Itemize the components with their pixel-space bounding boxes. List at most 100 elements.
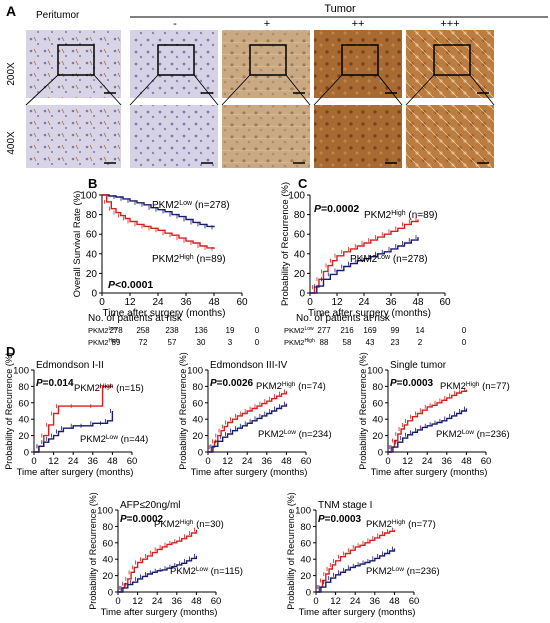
at-risk-value: 23	[391, 338, 400, 347]
scale-bars	[104, 92, 489, 164]
series-line	[316, 529, 396, 593]
grade-label-plus: +	[264, 18, 270, 30]
x-tick-label: 36	[180, 297, 192, 308]
y-tick-label: 40	[294, 249, 306, 260]
y-tick-label: 100	[288, 191, 305, 202]
at-risk-value: 88	[320, 338, 329, 347]
x-tick-label: 60	[409, 596, 420, 607]
series-line	[208, 391, 288, 453]
x-axis-label: Time after surgery (months)	[103, 308, 226, 319]
series-line	[388, 408, 468, 453]
p-value: P=0.0002	[314, 203, 359, 215]
p-value: P=0.0002	[120, 514, 164, 525]
zoom-box-plus3	[433, 44, 471, 76]
tumor-label: Tumor	[324, 3, 356, 15]
chart-subtitle: TNM stage I	[318, 500, 372, 511]
y-tick-label: 60	[102, 538, 113, 549]
y-tick-label: 80	[372, 382, 383, 393]
y-tick-label: 100	[367, 366, 383, 377]
y-tick-label: 20	[192, 431, 203, 442]
y-tick-label: 40	[192, 415, 203, 426]
at-risk-value: 3	[228, 338, 233, 347]
x-tick-label: 0	[31, 456, 36, 467]
at-risk-value: 238	[165, 326, 179, 335]
y-tick-label: 60	[300, 538, 311, 549]
chart-subtitle: Edmondson I-II	[36, 360, 104, 371]
ihc-tile-400x-neg	[130, 105, 218, 168]
at-risk-title-b: No. of patients at risk	[88, 313, 183, 324]
series-line	[310, 219, 419, 294]
at-risk-value: 258	[136, 326, 150, 335]
at-risk-value: 72	[139, 338, 148, 347]
series-label: PKM2Low (n=236)	[366, 566, 440, 578]
chart-subtitle: AFP≤20ng/ml	[120, 500, 181, 511]
series-line	[388, 389, 468, 453]
x-tick-label: 12	[222, 456, 233, 467]
x-tick-label: 36	[88, 456, 99, 467]
y-tick-label: 40	[102, 555, 113, 566]
at-risk-value: 89	[112, 338, 121, 347]
p-value: P<0.0001	[108, 279, 153, 291]
x-tick-label: 60	[301, 456, 312, 467]
x-tick-label: 48	[412, 297, 424, 308]
series-line	[34, 411, 114, 453]
zoom-box-peritumor	[57, 44, 95, 76]
row-label-200x: 200X	[6, 62, 17, 86]
series-line	[102, 194, 215, 249]
x-axis-label: Time after surgery (months)	[101, 607, 218, 618]
at-risk-value: 19	[226, 326, 235, 335]
y-tick-label: 20	[102, 571, 113, 582]
row-label-400x: 400X	[6, 131, 17, 155]
x-tick-label: 60	[439, 297, 451, 308]
x-tick-label: 36	[442, 456, 453, 467]
x-tick-label: 48	[208, 297, 220, 308]
at-risk-value: 277	[317, 326, 331, 335]
panel-a: A Peritumor Tumor - + ++ +++ 200X 400X	[6, 3, 548, 168]
at-risk-value: 99	[391, 326, 400, 335]
x-tick-label: 12	[48, 456, 59, 467]
x-tick-label: 12	[330, 596, 341, 607]
y-tick-label: 0	[299, 289, 305, 300]
x-tick-label: 12	[331, 297, 343, 308]
y-tick-label: 100	[97, 506, 113, 517]
series-line	[118, 529, 198, 593]
y-tick-label: 0	[108, 588, 113, 599]
x-tick-label: 12	[132, 596, 143, 607]
ihc-tile-200x-peritumor	[26, 30, 121, 98]
series-label: PKM2Low (n=44)	[80, 434, 148, 446]
series-label: PKM2Low (n=278)	[350, 254, 428, 266]
series-label: PKM2High (n=77)	[366, 519, 436, 531]
panel-d: D 0 12 24 36 48 60 0 20 40 60 80 100 Time after surg…	[4, 344, 510, 618]
y-tick-label: 80	[294, 210, 306, 221]
y-axis-label: Probability of Recurrence (%)	[286, 492, 296, 610]
x-tick-label: 0	[115, 596, 120, 607]
y-tick-label: 80	[300, 522, 311, 533]
chart-d-edmondson-3-4: 0 12 24 36 48 60 0 20 40 60 80 100 Time after surger…	[178, 352, 332, 478]
panel-label-a: A	[6, 3, 16, 19]
x-tick-label: 24	[242, 456, 253, 467]
chart-d-tnm-stage-1: 0 12 24 36 48 60 0 20 40 60 80 100 Time after surger…	[286, 492, 440, 618]
series-label: PKM2Low (n=234)	[258, 429, 332, 441]
series-label: PKM2Low (n=278)	[152, 200, 230, 212]
chart-d-single-tumor: 0 12 24 36 48 60 0 20 40 60 80 100 Time after surger…	[358, 352, 510, 478]
y-tick-label: 80	[102, 522, 113, 533]
y-tick-label: 60	[18, 398, 29, 409]
y-tick-label: 100	[80, 191, 97, 202]
x-axis-label: Time after surgery (months)	[191, 467, 308, 478]
y-tick-label: 100	[187, 366, 203, 377]
x-tick-label: 0	[205, 456, 210, 467]
y-tick-label: 20	[18, 431, 29, 442]
y-tick-label: 80	[192, 382, 203, 393]
chart-b: 0 12 24 36 48 60 0 20 40 60 80 100 Time after surger…	[72, 191, 248, 320]
x-tick-label: 36	[172, 596, 183, 607]
x-tick-label: 24	[68, 456, 79, 467]
panel-label-b: B	[88, 176, 97, 191]
ihc-tile-400x-peritumor	[26, 105, 121, 168]
y-tick-label: 20	[86, 269, 98, 280]
y-tick-label: 0	[198, 448, 203, 459]
at-risk-value: 136	[194, 326, 208, 335]
chart-subtitle: Single tumor	[390, 360, 447, 371]
x-tick-label: 24	[350, 596, 361, 607]
x-axis-label: Time after surgery (months)	[371, 467, 488, 478]
grade-label-plus3: +++	[440, 18, 459, 30]
